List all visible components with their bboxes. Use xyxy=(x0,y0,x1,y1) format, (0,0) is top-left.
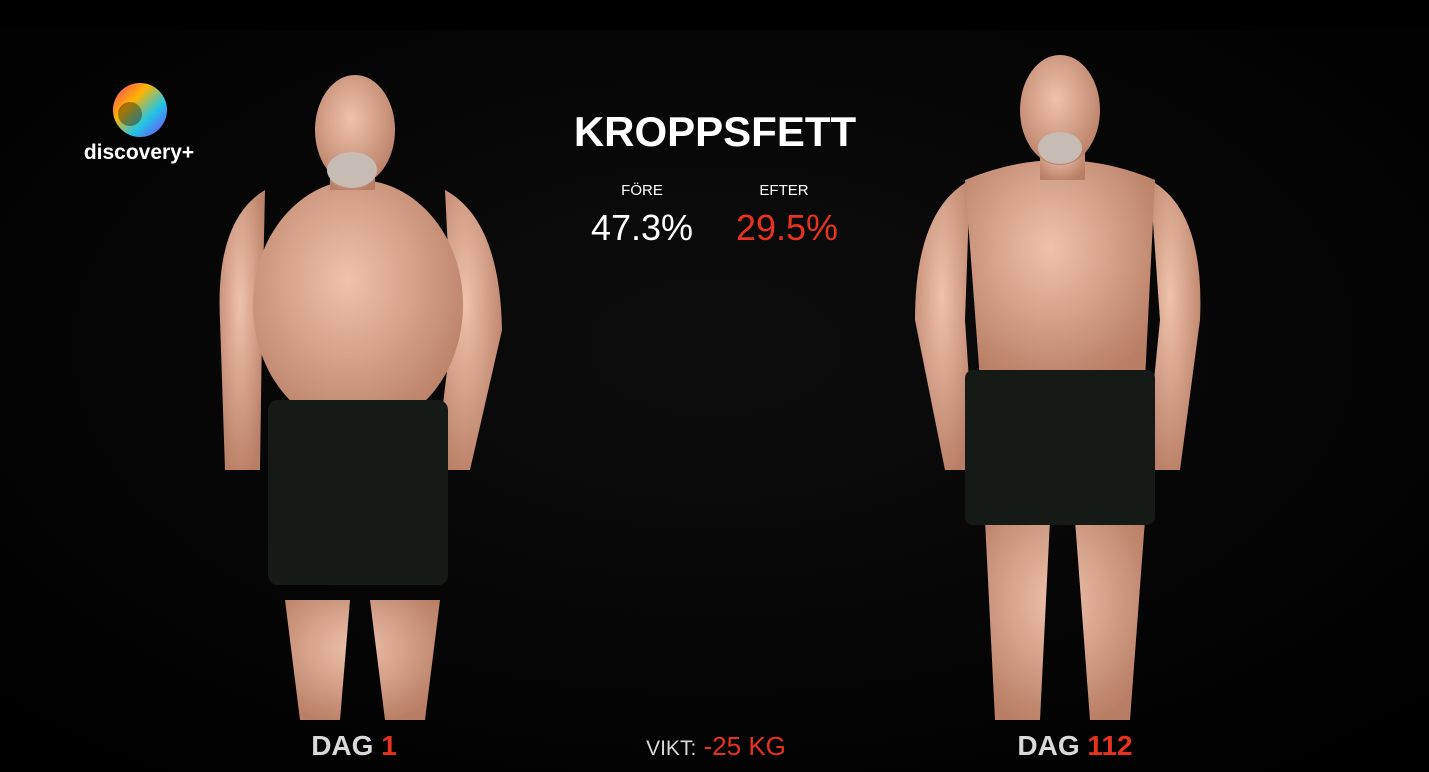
logo-mark-inner xyxy=(118,102,142,126)
panel-label: DAG xyxy=(1017,730,1079,761)
weight-caption: VIKT: -25 KG xyxy=(646,731,786,761)
panel-day: 1 xyxy=(381,730,397,761)
person-after xyxy=(915,55,1201,720)
weight-value: -25 KG xyxy=(704,731,786,761)
logo-text: discovery+ xyxy=(84,141,194,164)
top-bar xyxy=(0,0,1429,30)
panel-day: 112 xyxy=(1087,730,1132,761)
stat-label: FÖRE xyxy=(621,181,663,199)
stat-label: EFTER xyxy=(759,182,808,199)
logo-mark xyxy=(113,83,167,137)
panel-caption: DAG 1 xyxy=(311,730,397,761)
weight-label: VIKT: xyxy=(646,737,696,760)
title: KROPPSFETT xyxy=(574,108,857,155)
stat-value: 47.3% xyxy=(591,207,693,248)
stat-value: 29.5% xyxy=(736,207,838,248)
panel-caption: DAG 112 xyxy=(1017,730,1132,761)
person-before xyxy=(219,75,502,720)
logo: discovery+ xyxy=(84,83,194,164)
panel-label: DAG xyxy=(311,730,373,761)
